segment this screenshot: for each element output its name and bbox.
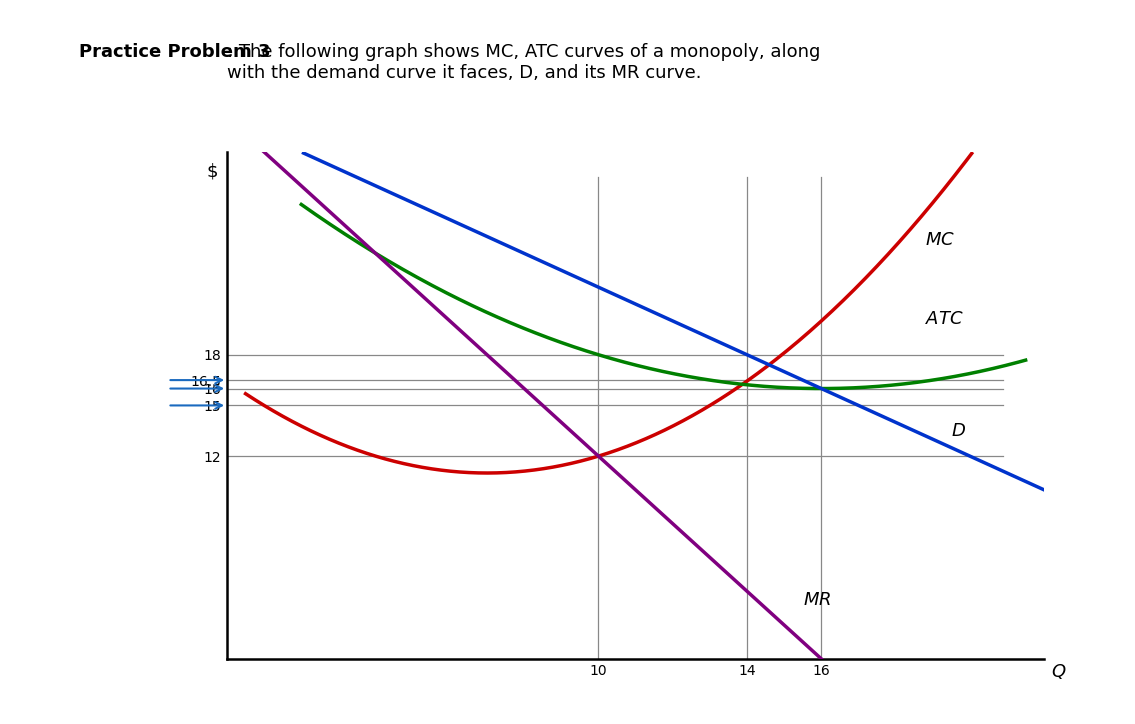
Text: : The following graph shows MC, ATC curves of a monopoly, along
with the demand : : The following graph shows MC, ATC curv… — [227, 43, 821, 83]
Text: $MR$: $MR$ — [802, 591, 831, 609]
Text: $MC$: $MC$ — [925, 231, 956, 249]
Text: $ATC$: $ATC$ — [925, 311, 964, 329]
Text: $D$: $D$ — [951, 422, 966, 440]
Text: Practice Problem 3: Practice Problem 3 — [79, 43, 271, 62]
Text: $: $ — [207, 162, 218, 180]
Text: Q: Q — [1052, 663, 1066, 681]
